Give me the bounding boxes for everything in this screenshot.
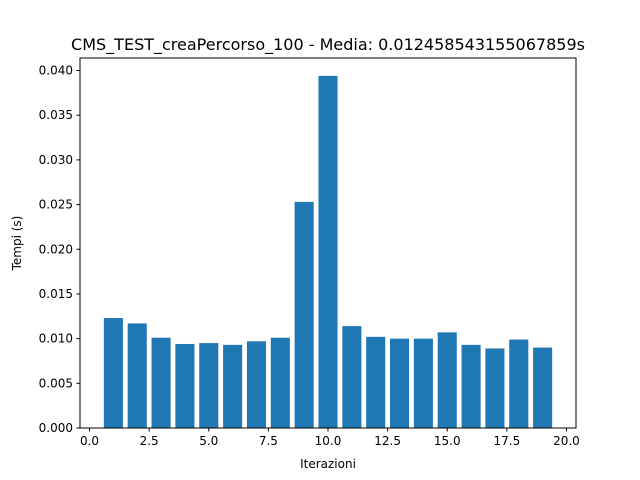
bars-group — [103, 75, 553, 429]
y-axis-label: Tempi (s) — [10, 216, 24, 272]
x-tick-label: 5.0 — [199, 434, 218, 448]
y-tick-label: 0.020 — [39, 242, 73, 256]
bar-4 — [175, 343, 195, 428]
y-tick-label: 0.030 — [39, 153, 73, 167]
x-tick-label: 20.0 — [553, 434, 580, 448]
bar-11 — [342, 326, 362, 428]
x-tick-label: 12.5 — [374, 434, 401, 448]
bar-9 — [294, 201, 314, 428]
x-tick-label: 7.5 — [259, 434, 278, 448]
x-tick-label: 2.5 — [140, 434, 159, 448]
y-tick-label: 0.015 — [39, 287, 73, 301]
x-axis-label: Iterazioni — [300, 457, 356, 471]
bar-16 — [461, 344, 481, 428]
bar-8 — [270, 337, 290, 428]
bar-5 — [199, 343, 219, 428]
bar-17 — [485, 348, 505, 428]
y-tick-label: 0.000 — [39, 421, 73, 435]
y-tick-label: 0.025 — [39, 198, 73, 212]
chart-title: CMS_TEST_creaPercorso_100 - Media: 0.012… — [71, 35, 585, 55]
bar-14 — [413, 338, 433, 428]
x-tick-label: 15.0 — [434, 434, 461, 448]
y-tick-label: 0.035 — [39, 108, 73, 122]
bar-13 — [390, 338, 410, 428]
bar-19 — [533, 347, 553, 428]
y-axis: 0.000 0.005 0.010 0.015 0.020 0.025 0.030 0.035… — [39, 64, 80, 435]
bar-7 — [246, 341, 266, 428]
bar-15 — [437, 332, 457, 428]
y-tick-label: 0.040 — [39, 64, 73, 78]
x-tick-label: 0.0 — [80, 434, 99, 448]
bar-12 — [366, 336, 386, 428]
y-tick-label: 0.005 — [39, 376, 73, 390]
bar-6 — [223, 344, 243, 428]
bar-1 — [103, 318, 123, 428]
x-tick-label: 10.0 — [315, 434, 342, 448]
bar-10 — [318, 75, 338, 429]
bar-3 — [151, 337, 171, 428]
bar-18 — [509, 339, 529, 428]
x-axis: 0.0 2.5 5.0 7.5 10.0 12.5 15.0 17.5 20.0 — [80, 428, 580, 448]
bar-2 — [127, 323, 147, 428]
x-tick-label: 17.5 — [493, 434, 520, 448]
y-tick-label: 0.010 — [39, 332, 73, 346]
